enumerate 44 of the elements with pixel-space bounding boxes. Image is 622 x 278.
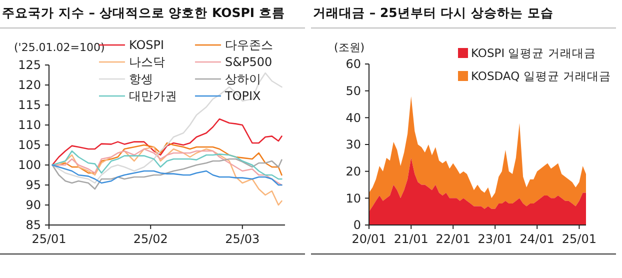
x-tick-label: 25/03 (225, 232, 260, 246)
y-axis-title: ('25.01.02=100) (14, 40, 105, 54)
y-tick-label: 50 (346, 84, 361, 98)
y-tick-label: 30 (346, 138, 361, 152)
legend-label: KOSDAQ 일평균 거래대금 (471, 69, 611, 84)
x-tick-label: 20/01 (352, 232, 386, 246)
y-tick-label: 60 (346, 57, 361, 72)
legend-label: 나스닥 (129, 55, 165, 70)
x-tick-label: 25/01 (32, 232, 66, 246)
legend-label: 대만가권 (129, 89, 177, 104)
y-tick-label: 120 (18, 78, 41, 92)
y-tick-label: 115 (18, 98, 41, 112)
y-axis-title: (조원) (334, 40, 365, 54)
y-tick-label: 90 (26, 198, 41, 212)
x-tick-label: 23/01 (478, 232, 512, 246)
y-tick-label: 0 (353, 218, 361, 232)
y-tick-label: 105 (18, 138, 41, 152)
legend-label: TOPIX (224, 89, 261, 104)
legend-label: 다우존스 (225, 38, 273, 52)
chart-title: 거래대금 – 25년부터 다시 상승하는 모습 (313, 5, 554, 20)
chart-title: 주요국가 지수 – 상대적으로 양호한 KOSPI 흐름 (2, 5, 285, 20)
legend-label: KOSPI 일평균 거래대금 (471, 46, 596, 60)
line-series (52, 118, 282, 166)
y-tick-label: 20 (346, 164, 361, 179)
line-series (52, 150, 282, 180)
x-tick-label: 21/01 (394, 232, 428, 246)
x-tick-label: 22/01 (436, 232, 470, 246)
y-tick-label: 10 (346, 191, 361, 206)
y-tick-label: 95 (26, 178, 41, 192)
y-tick-label: 100 (18, 158, 41, 172)
x-tick-label: 25/02 (133, 232, 168, 246)
x-tick-label: 25/01 (562, 232, 597, 246)
legend-label: S&P500 (225, 55, 272, 70)
y-tick-label: 110 (18, 118, 41, 132)
y-tick-label: 125 (18, 58, 41, 72)
legend-label: 상하이 (225, 72, 261, 86)
line-series (52, 158, 282, 190)
y-tick-label: 85 (26, 218, 41, 232)
line-series (52, 164, 282, 186)
line-series (52, 72, 282, 184)
x-tick-label: 24/01 (520, 232, 554, 246)
y-tick-label: 40 (346, 110, 361, 125)
legend-label: KOSPI (129, 38, 164, 52)
legend-label: 항셍 (129, 72, 153, 86)
